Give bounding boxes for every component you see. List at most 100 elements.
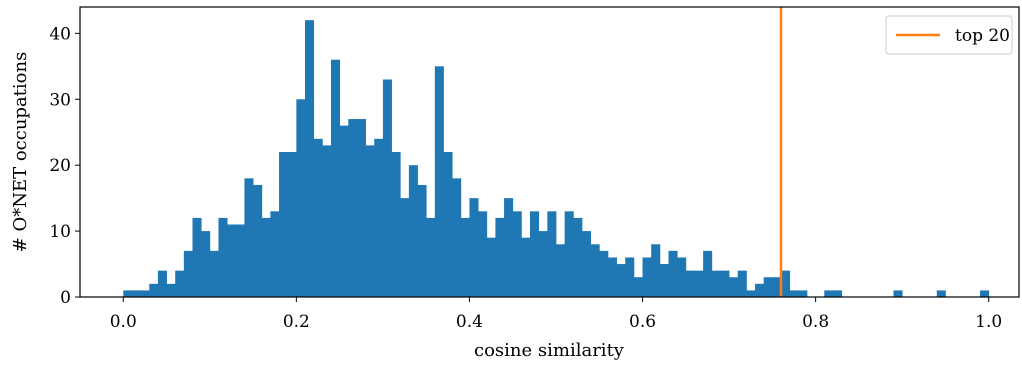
histogram-bar xyxy=(365,145,375,297)
y-tick-label: 40 xyxy=(49,24,71,44)
histogram-bar xyxy=(504,198,514,297)
histogram-bar xyxy=(391,152,401,297)
legend-label-top-20: top 20 xyxy=(955,26,1010,46)
histogram-bar xyxy=(218,217,228,297)
histogram-bar xyxy=(452,178,462,297)
histogram-bar xyxy=(781,270,791,297)
histogram-bar xyxy=(330,59,341,298)
histogram-bar xyxy=(521,237,531,297)
histogram-bar xyxy=(296,99,306,298)
histogram-bar xyxy=(512,211,522,297)
histogram-bar xyxy=(287,152,297,297)
x-tick-label: 1.0 xyxy=(975,312,1002,332)
histogram-bars xyxy=(123,20,990,298)
histogram-bar xyxy=(737,270,747,297)
x-tick-label: 0.2 xyxy=(283,312,310,332)
legend: top 20 xyxy=(885,15,1013,55)
histogram-bar xyxy=(651,244,661,297)
histogram-bar xyxy=(607,257,617,297)
histogram-bar xyxy=(382,79,392,297)
histogram-bar xyxy=(192,217,202,297)
y-tick-label: 10 xyxy=(49,222,71,242)
x-tick-label: 0.0 xyxy=(110,312,137,332)
x-axis-ticks: 0.0 0.2 0.4 0.6 0.8 1.0 xyxy=(110,297,1002,332)
histogram-bar xyxy=(339,125,349,297)
histogram-bar xyxy=(824,290,834,297)
histogram-bar xyxy=(789,290,799,297)
histogram-bar xyxy=(183,250,193,297)
histogram-bar xyxy=(755,283,765,297)
x-tick-label: 0.6 xyxy=(629,312,656,332)
histogram-bar xyxy=(305,20,315,298)
histogram-bar xyxy=(936,290,946,297)
histogram-bar xyxy=(478,211,488,297)
histogram-bar xyxy=(633,277,643,297)
histogram-bar xyxy=(166,283,176,297)
histogram-bar xyxy=(270,211,280,297)
histogram-bar xyxy=(677,257,687,297)
x-tick-label: 0.4 xyxy=(456,312,483,332)
x-axis-label: cosine similarity xyxy=(474,340,625,361)
histogram-bar xyxy=(443,152,453,297)
histogram-bar xyxy=(426,217,436,297)
histogram-bar xyxy=(235,224,245,297)
histogram-bar xyxy=(659,264,669,297)
plot-frame xyxy=(79,6,1020,298)
y-tick-label: 30 xyxy=(49,90,71,110)
histogram-bar xyxy=(495,217,505,297)
histogram-bar xyxy=(729,277,739,297)
histogram-bar xyxy=(374,138,384,297)
histogram-bar xyxy=(322,145,332,297)
histogram-bar xyxy=(980,290,990,297)
histogram-bar xyxy=(356,119,366,297)
histogram-bar xyxy=(408,165,418,297)
y-axis-ticks: 0 10 20 30 40 xyxy=(49,24,80,308)
histogram-bar xyxy=(703,250,713,297)
histogram-bar xyxy=(175,270,185,297)
histogram-bar xyxy=(469,198,479,297)
histogram-bar xyxy=(157,270,167,297)
histogram-bar xyxy=(140,290,150,297)
histogram-bar xyxy=(538,231,548,297)
histogram-bar xyxy=(201,231,211,297)
histogram-bar xyxy=(590,244,600,297)
histogram-bar xyxy=(149,283,159,297)
y-axis-label: # O*NET occupations xyxy=(10,52,31,253)
histogram-bar xyxy=(530,211,540,297)
histogram-bar xyxy=(763,277,773,297)
histogram-bar xyxy=(486,237,496,297)
histogram-bar xyxy=(547,211,557,297)
y-tick-label: 0 xyxy=(60,288,71,308)
histogram-bar xyxy=(555,244,566,297)
histogram-bar xyxy=(313,138,323,297)
histogram-bar xyxy=(616,264,626,297)
histogram-bar xyxy=(772,277,782,297)
histogram-bar xyxy=(131,290,141,297)
histogram-bar xyxy=(123,290,133,297)
histogram-bar xyxy=(893,290,903,297)
histogram-bar xyxy=(685,270,695,297)
histogram-bar xyxy=(209,250,219,297)
legend-box xyxy=(885,15,1013,55)
histogram-bar xyxy=(573,217,583,297)
histogram-bar xyxy=(279,152,289,297)
histogram-bar xyxy=(746,290,756,297)
histogram-bar xyxy=(694,270,704,297)
y-tick-label: 20 xyxy=(49,156,71,176)
x-tick-label: 0.8 xyxy=(802,312,829,332)
histogram-bar xyxy=(599,250,609,297)
histogram-bar xyxy=(400,198,410,297)
histogram-bar xyxy=(668,250,678,297)
histogram-bar xyxy=(434,66,444,297)
histogram-bar xyxy=(460,217,470,297)
histogram-bar xyxy=(417,184,427,297)
histogram-bar xyxy=(564,211,574,297)
histogram-bar xyxy=(348,119,358,297)
histogram-bar xyxy=(720,270,730,297)
histogram-bar xyxy=(642,257,652,297)
histogram-bar xyxy=(711,270,721,297)
histogram-bar xyxy=(581,231,591,297)
histogram-bar xyxy=(227,224,237,297)
histogram-bar xyxy=(261,217,271,297)
